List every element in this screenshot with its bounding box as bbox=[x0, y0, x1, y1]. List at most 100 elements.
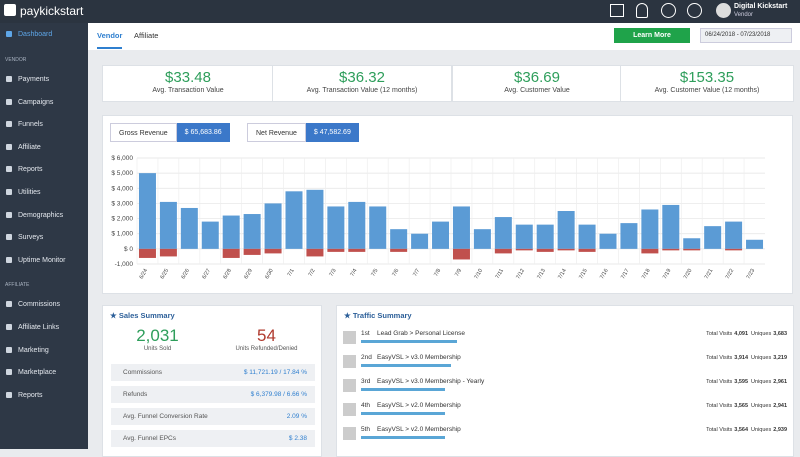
traffic-summary: ★ Traffic Summary 1st Lead Grab > Persona… bbox=[336, 305, 794, 457]
x-tick-label: 6/28 bbox=[222, 268, 233, 280]
store-icon[interactable] bbox=[610, 4, 624, 17]
funnel-name: Lead Grab > Personal License bbox=[377, 330, 465, 337]
nav-item[interactable]: Affiliate Links bbox=[6, 324, 59, 331]
nav-item[interactable]: Reports bbox=[6, 166, 43, 173]
x-tick-label: 6/27 bbox=[201, 268, 212, 280]
nav-item[interactable]: Uptime Monitor bbox=[6, 256, 65, 264]
y-tick-label: $ 5,000 bbox=[111, 170, 133, 177]
uniques-label: Uniques bbox=[751, 427, 772, 433]
x-tick-label: 6/29 bbox=[243, 268, 254, 280]
stat-value: $33.48 bbox=[165, 69, 211, 86]
x-tick-label: 7/19 bbox=[662, 268, 673, 280]
nav-item-active[interactable]: Dashboard bbox=[6, 31, 52, 38]
summary-row: Avg. Funnel EPCs $ 2.38 bbox=[111, 430, 315, 447]
nav-icon bbox=[6, 166, 12, 173]
bar bbox=[641, 209, 659, 249]
refunded: 54 Units Refunded/Denied bbox=[212, 326, 321, 352]
traffic-row: 1st Lead Grab > Personal License Total Vis… bbox=[341, 329, 789, 349]
refunded-label: Units Refunded/Denied bbox=[235, 346, 298, 352]
funnel-name: EasyVSL > v2.0 Membership bbox=[377, 402, 461, 409]
bar bbox=[222, 248, 240, 258]
date-range[interactable]: 06/24/2018 - 07/23/2018 bbox=[700, 28, 792, 43]
rank: 2nd bbox=[361, 354, 372, 361]
avatar[interactable] bbox=[716, 3, 731, 18]
x-tick-label: 7/14 bbox=[557, 268, 568, 280]
nav-item[interactable]: Marketing bbox=[6, 346, 49, 354]
bar bbox=[683, 248, 701, 251]
nav-icon bbox=[6, 324, 12, 330]
y-tick-label: $ 1,000 bbox=[111, 231, 133, 238]
nav-item[interactable]: Campaigns bbox=[6, 98, 53, 106]
refunded-value: 54 bbox=[257, 326, 276, 345]
help-icon[interactable] bbox=[661, 3, 676, 18]
logo-icon bbox=[4, 4, 16, 16]
nav-item[interactable]: Utilities bbox=[6, 189, 41, 196]
nav-item[interactable]: Payments bbox=[6, 76, 49, 83]
user-icon[interactable] bbox=[636, 3, 648, 18]
nav-item[interactable]: Surveys bbox=[6, 234, 43, 241]
sidebar: Dashboard VENDOR Payments Campaigns Funnels… bbox=[0, 23, 88, 449]
nav-item[interactable]: Affiliate bbox=[6, 143, 41, 151]
support-icon[interactable] bbox=[687, 3, 702, 18]
x-tick-label: 7/9 bbox=[454, 268, 463, 278]
nav-label: Marketplace bbox=[18, 369, 57, 377]
nav-item[interactable]: Demographics bbox=[6, 211, 64, 219]
stat-card: $33.48 Avg. Transaction Value bbox=[102, 65, 274, 102]
bar bbox=[348, 201, 366, 249]
net-toggle[interactable]: Net Revenue $ 47,582.69 bbox=[247, 123, 359, 142]
bar bbox=[243, 214, 261, 249]
uniques: 2,961 bbox=[773, 379, 787, 385]
bar bbox=[641, 248, 659, 254]
thumb bbox=[343, 427, 356, 440]
y-tick-label: -1,000 bbox=[115, 261, 134, 268]
bar bbox=[285, 191, 303, 249]
bar bbox=[620, 223, 638, 249]
top-bar: paykickstart Digital Kickstart Vendor bbox=[0, 0, 800, 23]
y-tick-label: $ 4,000 bbox=[111, 185, 133, 192]
nav-icon bbox=[6, 256, 12, 263]
bar bbox=[390, 229, 408, 249]
bar bbox=[557, 248, 575, 251]
nav-label: Demographics bbox=[18, 211, 64, 219]
x-tick-label: 7/5 bbox=[370, 268, 379, 278]
net-value: $ 47,582.69 bbox=[305, 123, 359, 142]
rank: 3rd bbox=[361, 378, 371, 385]
nav-label: Affiliate Links bbox=[18, 324, 60, 331]
tab[interactable]: Affiliate bbox=[134, 31, 159, 40]
row-value: $ 6,379.98 / 6.66 % bbox=[250, 391, 307, 398]
nav-icon bbox=[6, 234, 12, 241]
logo: paykickstart bbox=[20, 4, 84, 18]
nav-item[interactable]: Marketplace bbox=[6, 369, 56, 376]
nav-icon bbox=[6, 391, 12, 398]
x-tick-label: 7/6 bbox=[391, 268, 400, 278]
bar bbox=[662, 248, 680, 251]
row-value: $ 11,721.19 / 17.84 % bbox=[243, 369, 307, 376]
nav-item[interactable]: Funnels bbox=[6, 121, 43, 128]
x-tick-label: 6/30 bbox=[264, 268, 275, 280]
x-tick-label: 7/8 bbox=[433, 268, 442, 278]
visit-stats: Total Visits 3,564 Uniques 2,939 bbox=[706, 427, 787, 433]
bar bbox=[578, 248, 596, 252]
tab-active[interactable]: Vendor bbox=[97, 31, 123, 49]
bar bbox=[159, 201, 177, 249]
funnel-name: EasyVSL > v2.0 Membership bbox=[377, 426, 461, 433]
learn-more-button[interactable]: Learn More bbox=[614, 28, 690, 43]
gross-value: $ 65,683.86 bbox=[176, 123, 230, 142]
row-label: Refunds bbox=[123, 391, 148, 398]
stat-value: $36.69 bbox=[514, 69, 560, 86]
nav-item[interactable]: Commissions bbox=[6, 301, 60, 308]
button-label: Learn More bbox=[633, 32, 671, 39]
y-tick-label: $ 0 bbox=[124, 246, 133, 253]
traffic-row: 2nd EasyVSL > v3.0 Membership Total Visits… bbox=[341, 353, 789, 373]
bar bbox=[452, 206, 470, 249]
visits: 4,091 bbox=[734, 331, 749, 337]
progress-bar bbox=[361, 388, 445, 391]
stat-label: Avg. Customer Value (12 months) bbox=[654, 87, 760, 94]
x-tick-label: 7/3 bbox=[329, 268, 338, 278]
stat-card: $36.69 Avg. Customer Value bbox=[452, 65, 622, 102]
gross-toggle[interactable]: Gross Revenue $ 65,683.86 bbox=[110, 123, 230, 142]
uniques-label: Uniques bbox=[751, 331, 772, 337]
stat-card: $36.32 Avg. Transaction Value (12 months) bbox=[272, 65, 452, 102]
nav-item[interactable]: Reports bbox=[6, 391, 43, 399]
bar bbox=[306, 189, 324, 249]
